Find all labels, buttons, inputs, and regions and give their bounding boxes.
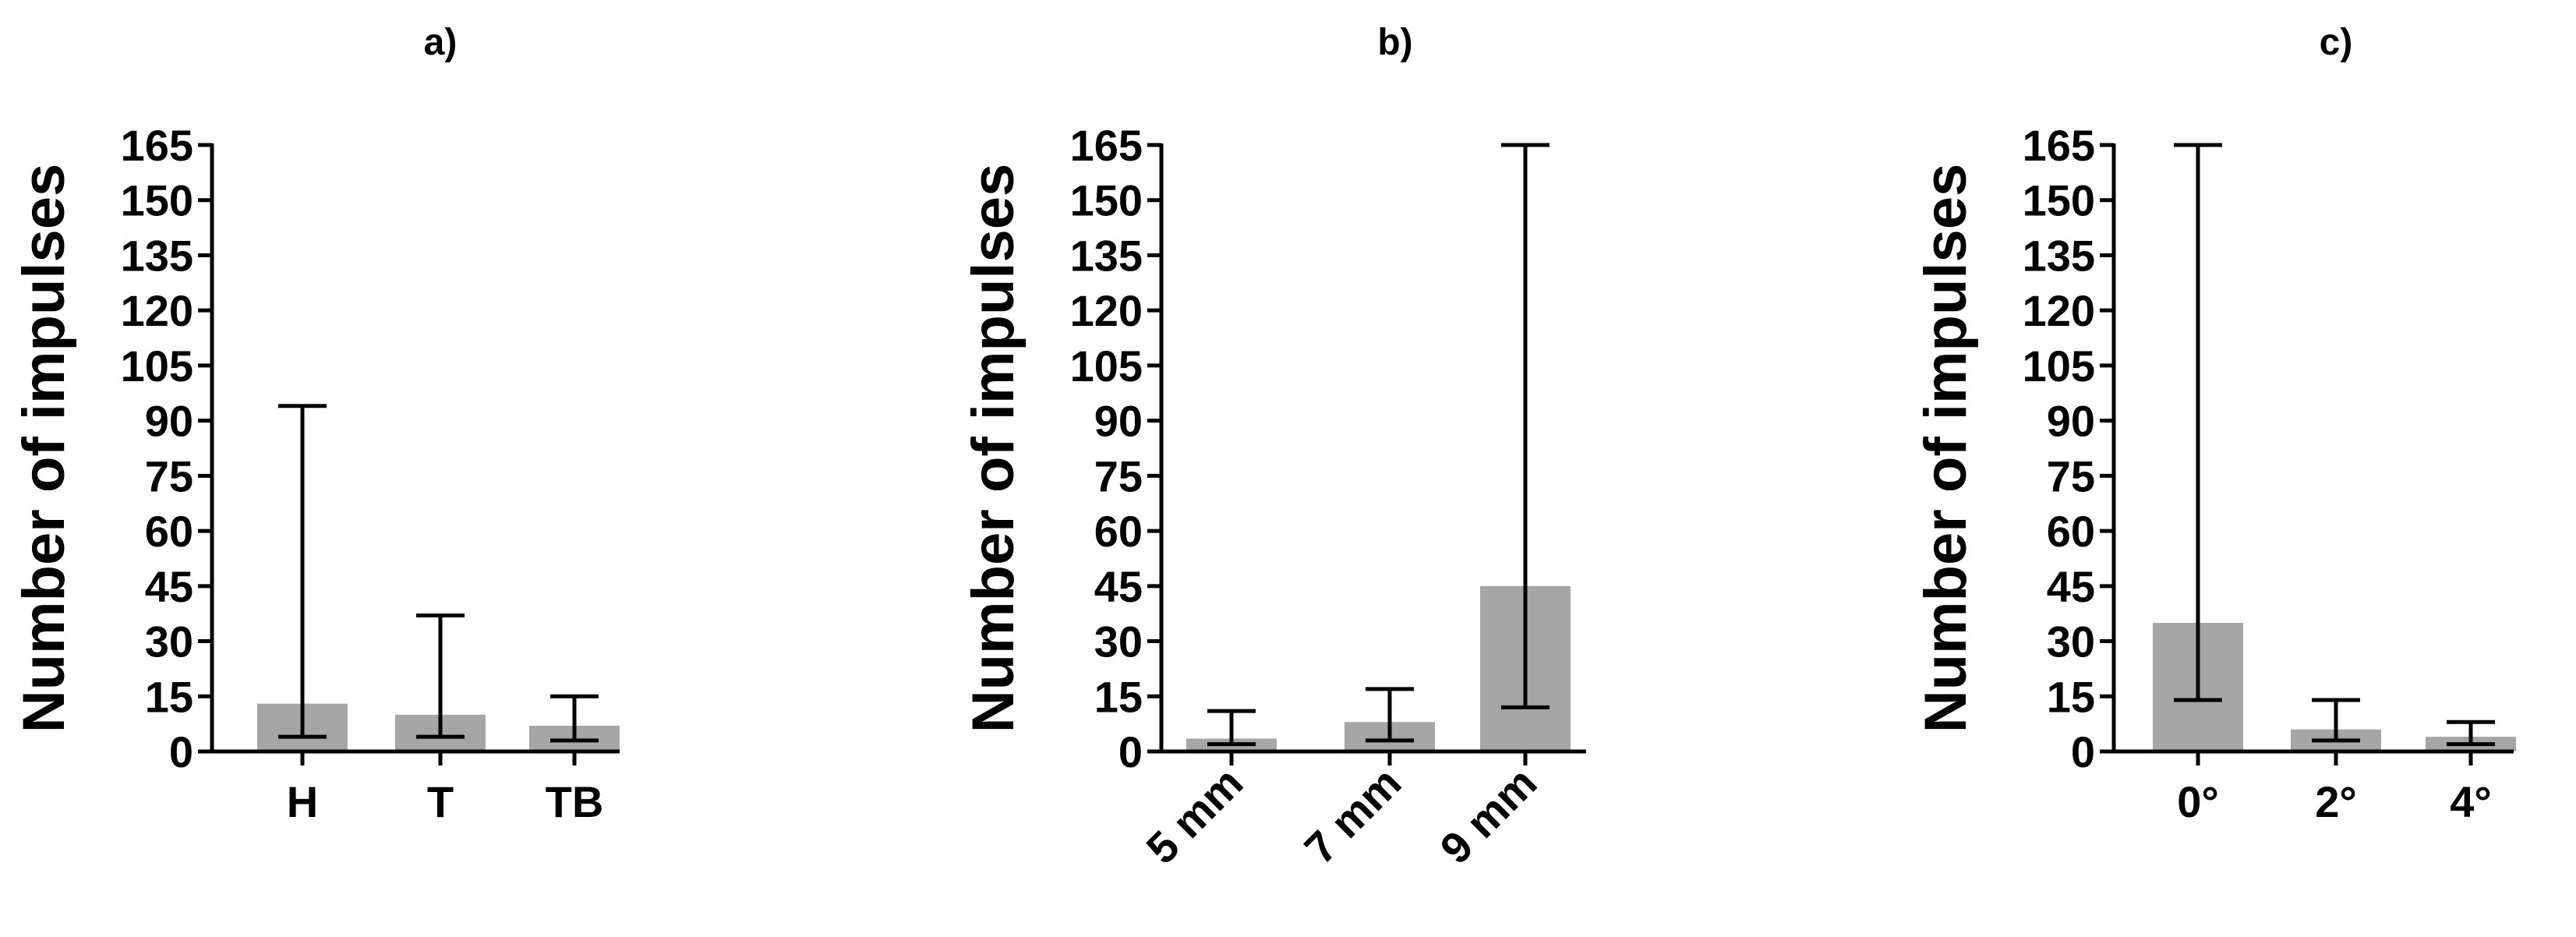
- y-tick-label: 105: [121, 341, 193, 391]
- chart-panel-3: c) Number of impulses 0 15 30 45 60 75 90 105 120 1…: [1913, 22, 2516, 826]
- x-tick-label: T: [427, 777, 454, 826]
- y-tick-label: 120: [121, 286, 193, 335]
- y-tick-label: 0: [169, 727, 193, 776]
- y-tick-label: 165: [121, 121, 193, 170]
- y-tick-label: 60: [145, 507, 193, 556]
- y-tick-label: 135: [2023, 231, 2095, 280]
- y-axis-label: Number of impulses: [1913, 164, 1979, 734]
- y-tick-label: 45: [2047, 562, 2095, 611]
- y-tick-label: 135: [121, 231, 193, 280]
- y-tick-label: 0: [2071, 727, 2095, 776]
- y-tick-label: 105: [1070, 341, 1143, 391]
- y-tick-label: 45: [1094, 562, 1143, 611]
- y-tick-label: 60: [1094, 507, 1143, 556]
- y-tick-label: 75: [1094, 451, 1143, 500]
- y-tick-label: 75: [2047, 451, 2095, 500]
- x-tick-label: 9 mm: [1430, 758, 1546, 873]
- y-tick-label: 90: [1094, 397, 1143, 446]
- y-tick-label: 90: [145, 397, 193, 446]
- y-axis-label: Number of impulses: [11, 164, 77, 734]
- panel-title: a): [424, 22, 458, 63]
- y-tick-label: 0: [1118, 727, 1143, 776]
- x-tick-label: 4°: [2450, 777, 2492, 826]
- chart-panel-1: a) Number of impulses 0 15 30 45 60 75 90 105 120 1…: [11, 22, 620, 826]
- x-tick-label: 7 mm: [1295, 758, 1410, 873]
- y-tick-label: 30: [2047, 617, 2095, 667]
- y-tick-label: 105: [2023, 341, 2095, 391]
- y-tick-label: 165: [2023, 121, 2095, 170]
- x-tick-label: TB: [546, 777, 604, 826]
- x-tick-label: 0°: [2177, 777, 2219, 826]
- y-tick-label: 150: [2023, 176, 2095, 225]
- chart-panel-2: b) Number of impulses 0 15 30 45 60 75 90 105 120 1…: [960, 22, 1586, 873]
- x-tick-label: H: [287, 777, 318, 826]
- y-tick-label: 90: [2047, 397, 2095, 446]
- y-tick-label: 15: [2047, 672, 2095, 721]
- y-tick-label: 150: [1070, 176, 1143, 225]
- panel-title: c): [2320, 22, 2353, 63]
- x-tick-label: 2°: [2315, 777, 2357, 826]
- y-tick-label: 30: [145, 617, 193, 667]
- y-tick-label: 150: [121, 176, 193, 225]
- y-tick-label: 165: [1070, 121, 1143, 170]
- panel-title: b): [1377, 22, 1412, 63]
- y-tick-label: 120: [2023, 286, 2095, 335]
- y-tick-label: 30: [1094, 617, 1143, 667]
- y-tick-label: 120: [1070, 286, 1143, 335]
- x-tick-label: 5 mm: [1136, 758, 1252, 873]
- y-axis-label: Number of impulses: [960, 164, 1027, 734]
- y-tick-label: 15: [1094, 672, 1143, 721]
- y-tick-label: 75: [145, 451, 193, 500]
- y-tick-label: 60: [2047, 507, 2095, 556]
- y-tick-label: 135: [1070, 231, 1143, 280]
- y-tick-label: 45: [145, 562, 193, 611]
- y-tick-label: 15: [145, 672, 193, 721]
